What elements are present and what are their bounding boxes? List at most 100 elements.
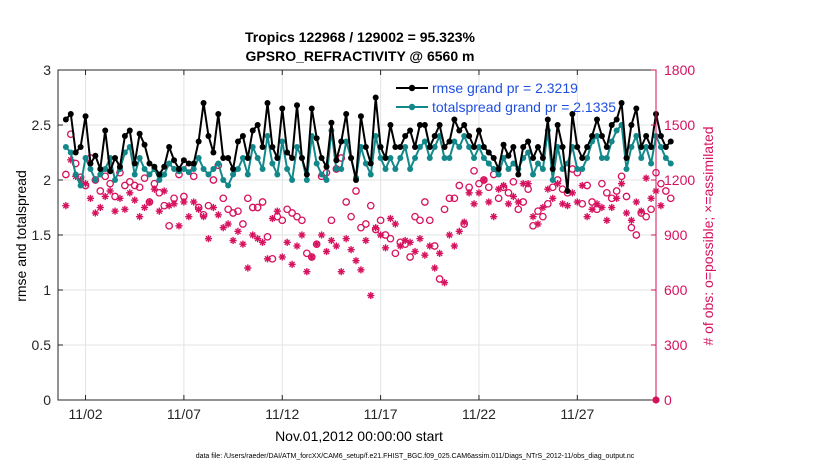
- left-y-axis-label: rmse and totalspread: [13, 170, 29, 302]
- rmse-point: [446, 138, 453, 145]
- obs-possible-marker: [647, 205, 655, 214]
- obs-assimilated-marker: [195, 205, 203, 213]
- totalspread-point: [259, 166, 266, 172]
- obs-assimilated-marker: [622, 209, 631, 217]
- totalspread-point: [662, 155, 669, 161]
- obs-possible-marker: [617, 172, 626, 181]
- rmse-point: [166, 144, 173, 150]
- totalspread-point: [284, 166, 291, 172]
- obs-assimilated-marker: [229, 236, 237, 245]
- obs-possible-marker: [362, 220, 370, 228]
- obs-possible-marker: [661, 187, 670, 195]
- obs-assimilated-marker: [263, 255, 272, 263]
- obs-assimilated-marker: [273, 207, 281, 215]
- rmse-point: [357, 113, 364, 120]
- rmse-point: [421, 122, 428, 128]
- totalspread-point: [407, 166, 414, 172]
- rmse-point: [628, 122, 635, 128]
- totalspread-point: [421, 138, 428, 145]
- rmse-point: [62, 116, 69, 123]
- totalspread-point: [456, 144, 463, 150]
- totalspread-point: [608, 138, 615, 145]
- obs-possible-marker: [248, 203, 257, 212]
- obs-assimilated-marker: [96, 203, 104, 212]
- obs-assimilated-marker: [298, 231, 306, 239]
- obs-assimilated-marker: [406, 238, 414, 246]
- totalspread-point: [539, 166, 546, 172]
- obs-possible-marker: [258, 198, 267, 206]
- totalspread-point: [471, 155, 478, 161]
- rmse-point: [451, 116, 458, 123]
- obs-assimilated-marker: [485, 198, 493, 206]
- rmse-point: [259, 144, 266, 150]
- obs-assimilated-marker: [637, 207, 645, 215]
- obs-possible-marker: [96, 187, 105, 195]
- obs-possible-marker: [406, 253, 414, 261]
- rmse-point: [298, 155, 305, 161]
- totalspread-point: [215, 160, 222, 167]
- rmse-point: [244, 155, 251, 161]
- obs-assimilated-marker: [116, 194, 124, 202]
- totalspread-point: [534, 160, 541, 167]
- rmse-point: [593, 116, 600, 123]
- obs-assimilated-marker: [588, 205, 596, 213]
- rmse-point: [387, 122, 394, 128]
- obs-possible-marker: [602, 188, 611, 197]
- rmse-point: [589, 133, 596, 139]
- rmse-point: [195, 138, 202, 145]
- obs-possible-marker: [504, 188, 513, 197]
- totalspread-point: [343, 138, 350, 145]
- obs-possible-marker: [455, 181, 464, 190]
- obs-assimilated-marker: [303, 268, 311, 276]
- totalspread-point: [171, 166, 178, 172]
- totalspread-point: [579, 166, 586, 172]
- rmse-point: [284, 149, 291, 156]
- obs-assimilated-marker: [431, 264, 439, 272]
- rmse-point: [495, 166, 502, 172]
- rmse-point: [254, 122, 261, 128]
- obs-assimilated-marker: [436, 249, 444, 257]
- obs-assimilated-marker: [214, 211, 222, 219]
- obs-assimilated-marker: [563, 202, 572, 210]
- rmse-point: [215, 111, 222, 117]
- rmse-point: [220, 155, 227, 161]
- obs-assimilated-marker: [475, 189, 483, 197]
- obs-assimilated-marker: [288, 260, 296, 268]
- obs-assimilated-marker: [190, 198, 198, 206]
- rmse-point: [210, 149, 217, 156]
- rmse-point: [534, 144, 541, 150]
- totalspread-point: [274, 171, 281, 178]
- totalspread-point: [510, 160, 517, 167]
- obs-assimilated-marker: [495, 185, 503, 193]
- totalspread-point: [200, 166, 207, 172]
- x-tick-label: 11/27: [560, 406, 594, 422]
- totalspread-point: [82, 155, 89, 161]
- rmse-point: [294, 102, 301, 109]
- obs-assimilated-marker: [185, 213, 193, 221]
- obs-assimilated-marker: [603, 216, 611, 224]
- obs-assimilated-marker: [244, 264, 252, 272]
- totalspread-point: [338, 166, 345, 172]
- rmse-point: [92, 152, 99, 159]
- totalspread-point: [294, 144, 301, 150]
- legend-totalspread-marker: [408, 103, 416, 111]
- obs-assimilated-marker: [101, 192, 109, 201]
- rmse-point: [171, 157, 178, 164]
- obs-assimilated-marker: [534, 220, 542, 228]
- totalspread-point: [161, 171, 168, 178]
- rmse-point: [461, 122, 468, 128]
- totalspread-point: [185, 169, 192, 176]
- obs-possible-marker: [421, 198, 429, 206]
- totalspread-point: [72, 171, 79, 178]
- totalspread-point: [279, 138, 286, 145]
- rmse-point: [328, 119, 335, 126]
- rmse-point: [313, 135, 320, 142]
- obs-assimilated-marker: [642, 174, 650, 182]
- obs-assimilated-marker: [91, 209, 99, 217]
- totalspread-point: [495, 171, 502, 178]
- obs-assimilated-marker: [81, 180, 90, 188]
- obs-assimilated-marker: [160, 187, 168, 195]
- obs-assimilated-marker: [327, 236, 336, 245]
- rmse-point: [161, 163, 168, 170]
- rmse-point: [574, 144, 581, 150]
